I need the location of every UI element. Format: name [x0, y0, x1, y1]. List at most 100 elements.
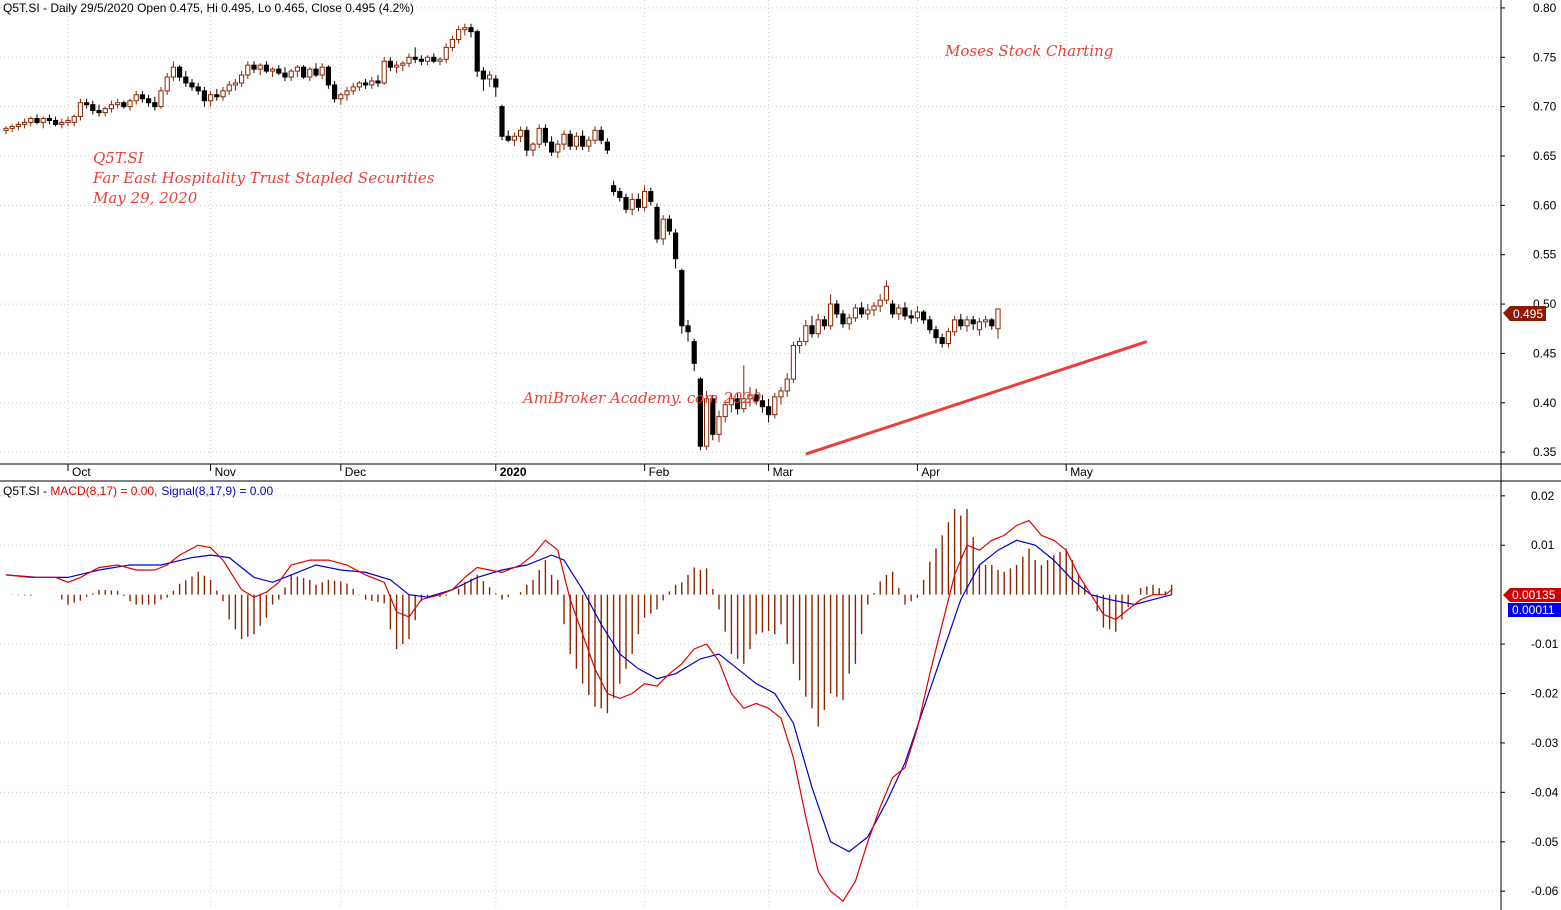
candle-down: [623, 193, 629, 214]
candle-down: [549, 136, 555, 156]
candle-body: [394, 64, 400, 68]
candle-body: [474, 31, 480, 72]
candle-body: [301, 66, 307, 78]
candle-up: [660, 215, 666, 245]
candle-body: [108, 104, 115, 110]
price-tick-label: 0.55: [1533, 248, 1557, 262]
candle-body: [691, 341, 697, 364]
candle-body: [642, 191, 648, 208]
candle-up: [530, 142, 536, 156]
candle-up: [71, 114, 77, 127]
candle-body: [214, 94, 220, 98]
candle-up: [561, 130, 567, 151]
candle-body: [9, 125, 15, 129]
candle-up: [65, 116, 71, 127]
candle-down: [958, 313, 964, 330]
candle-up: [722, 400, 728, 423]
candle-up: [59, 118, 65, 129]
candle-up: [77, 98, 84, 121]
candle-body: [580, 135, 586, 147]
candle-down: [809, 315, 815, 338]
candle-up: [15, 121, 21, 131]
candle-up: [437, 57, 443, 66]
candle-down: [431, 53, 437, 64]
candle-up: [536, 124, 542, 149]
candle-body: [487, 74, 493, 80]
candle-body: [146, 98, 152, 104]
candle-body: [890, 303, 896, 315]
candle-up: [350, 82, 356, 95]
candle-body: [381, 60, 387, 84]
candle-down: [524, 126, 530, 156]
macd-badge-value: 0.00135: [1512, 588, 1556, 602]
candle-body: [152, 102, 158, 108]
candle-body: [344, 90, 350, 96]
candle-body: [660, 218, 666, 240]
candle-body: [592, 129, 598, 141]
candle-body: [356, 82, 362, 88]
candle-down: [759, 394, 765, 413]
candle-body: [294, 66, 300, 72]
candle-body: [425, 56, 431, 62]
candle-body: [418, 58, 424, 62]
candle-body: [53, 119, 59, 125]
candle-up: [208, 90, 214, 107]
month-label: May: [1070, 465, 1093, 479]
candle-down: [263, 61, 269, 74]
macd-tick-label: -0.04: [1531, 785, 1559, 799]
candle-up: [319, 63, 325, 80]
candle-down: [177, 65, 183, 81]
candle-down: [412, 47, 418, 64]
candle-up: [716, 410, 722, 443]
candle-body: [96, 110, 102, 114]
month-label: Feb: [649, 465, 670, 479]
candle-body: [270, 68, 276, 72]
candle-down: [933, 325, 939, 344]
candle-body: [611, 185, 617, 193]
candle-body: [555, 143, 561, 153]
candle-body: [369, 80, 375, 86]
candle-body: [536, 127, 542, 145]
candle-body: [561, 133, 567, 145]
candle-down: [201, 86, 208, 107]
candle-down: [859, 302, 865, 318]
candle-body: [325, 66, 331, 86]
candle-down: [46, 114, 52, 125]
candle-body: [226, 84, 232, 92]
candle-up: [394, 61, 400, 74]
candle-up: [344, 86, 350, 101]
candle-down: [387, 57, 393, 72]
candle-up: [400, 61, 406, 72]
candle-body: [338, 94, 344, 100]
month-label: Apr: [921, 465, 940, 479]
candle-body: [759, 400, 765, 408]
candle-up: [245, 61, 251, 80]
candle-body: [945, 331, 951, 345]
candle-body: [276, 68, 282, 74]
candle-up: [232, 79, 239, 91]
candle-down: [617, 187, 623, 202]
candle-body: [530, 143, 536, 151]
candle-body: [859, 307, 865, 315]
candle-up: [790, 341, 796, 384]
candle-body: [59, 121, 65, 125]
candle-body: [741, 398, 747, 410]
candle-down: [363, 79, 369, 89]
candle-up: [772, 392, 778, 419]
candle-down: [53, 116, 59, 127]
candle-down: [598, 126, 604, 145]
candle-down: [673, 229, 679, 269]
candle-down: [375, 75, 381, 87]
candle-body: [350, 86, 356, 92]
candle-body: [883, 285, 889, 301]
candle-body: [604, 141, 610, 151]
candle-up: [288, 69, 294, 81]
candle-body: [939, 337, 945, 345]
price-badge: 0.495: [1503, 306, 1546, 321]
candle-up: [28, 116, 34, 127]
macd-tick-label: 0.01: [1531, 538, 1555, 552]
candle-up: [952, 315, 958, 336]
candle-down: [505, 130, 511, 143]
candle-up: [40, 116, 46, 129]
candle-body: [84, 102, 90, 106]
